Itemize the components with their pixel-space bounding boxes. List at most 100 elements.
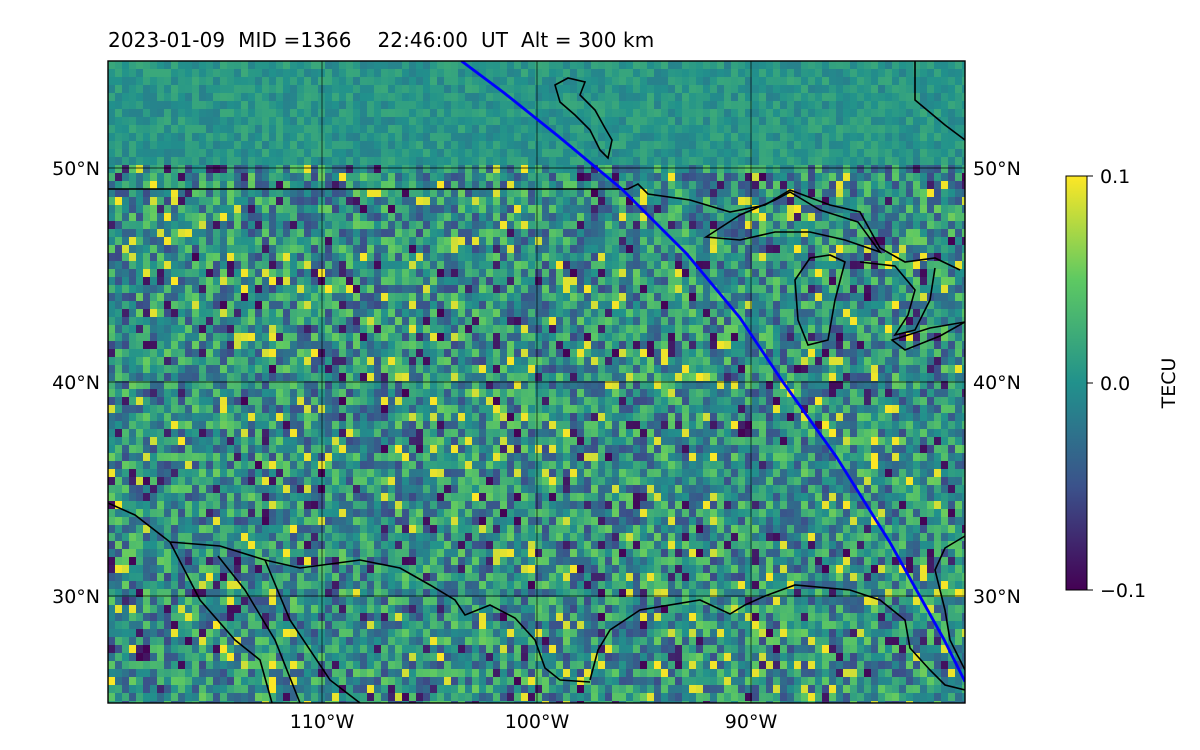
tec-cell: [535, 189, 543, 198]
tec-cell: [864, 149, 872, 158]
tec-cell: [234, 205, 242, 214]
tec-cell: [927, 325, 935, 334]
tec-cell: [941, 285, 949, 294]
tec-cell: [927, 213, 935, 222]
tec-cell: [269, 157, 277, 166]
tec-cell: [486, 141, 494, 150]
tec-cell: [248, 253, 256, 262]
tec-cell: [850, 325, 858, 334]
tec-cell: [213, 325, 221, 334]
tec-cell: [626, 61, 634, 70]
tec-cell: [507, 365, 515, 374]
tec-cell: [381, 205, 389, 214]
tec-cell: [619, 285, 627, 294]
tec-cell: [647, 61, 655, 70]
tec-cell: [388, 125, 396, 134]
tec-cell: [633, 309, 641, 318]
tec-cell: [150, 141, 158, 150]
tec-cell: [521, 141, 529, 150]
tec-cell: [248, 109, 256, 118]
tec-cell: [563, 237, 571, 246]
tec-cell: [402, 317, 410, 326]
tec-cell: [654, 229, 662, 238]
tec-cell: [745, 253, 753, 262]
tec-cell: [598, 285, 606, 294]
tec-cell: [220, 149, 228, 158]
tec-cell: [633, 141, 641, 150]
tec-cell: [290, 365, 298, 374]
tec-cell: [353, 253, 361, 262]
tec-cell: [297, 253, 305, 262]
tec-cell: [472, 117, 480, 126]
tec-cell: [346, 373, 354, 382]
tec-cell: [759, 149, 767, 158]
tec-cell: [360, 101, 368, 110]
tec-cell: [290, 149, 298, 158]
tec-cell: [108, 157, 116, 166]
tec-cell: [514, 165, 522, 174]
tec-cell: [584, 269, 592, 278]
tec-cell: [297, 261, 305, 270]
tec-cell: [269, 165, 277, 174]
tec-cell: [871, 173, 879, 182]
tec-cell: [773, 157, 781, 166]
tec-cell: [843, 109, 851, 118]
tec-cell: [724, 157, 732, 166]
tec-cell: [402, 93, 410, 102]
tec-cell: [374, 173, 382, 182]
tec-cell: [206, 333, 214, 342]
tec-cell: [500, 197, 508, 206]
tec-cell: [157, 157, 165, 166]
tec-cell: [220, 333, 228, 342]
tec-cell: [297, 141, 305, 150]
tec-cell: [605, 309, 613, 318]
tec-cell: [325, 77, 333, 86]
tec-cell: [794, 261, 802, 270]
tec-cell: [444, 237, 452, 246]
tec-cell: [171, 69, 179, 78]
tec-cell: [458, 229, 466, 238]
tec-cell: [556, 221, 564, 230]
tec-cell: [360, 381, 368, 390]
tec-cell: [416, 197, 424, 206]
tec-cell: [507, 349, 515, 358]
tec-cell: [262, 197, 270, 206]
tec-cell: [927, 373, 935, 382]
tec-cell: [157, 173, 165, 182]
tec-cell: [388, 293, 396, 302]
tec-cell: [325, 61, 333, 70]
tec-cell: [710, 61, 718, 70]
tec-cell: [668, 253, 676, 262]
tec-cell: [360, 285, 368, 294]
tec-cell: [395, 117, 403, 126]
tec-cell: [955, 349, 963, 358]
tec-cell: [598, 301, 606, 310]
tec-cell: [906, 93, 914, 102]
tec-cell: [556, 325, 564, 334]
tec-cell: [367, 141, 375, 150]
tec-cell: [710, 133, 718, 142]
tec-cell: [423, 213, 431, 222]
tec-cell: [535, 85, 543, 94]
tec-cell: [220, 165, 228, 174]
tec-cell: [178, 213, 186, 222]
tec-cell: [437, 205, 445, 214]
tec-cell: [409, 157, 417, 166]
tec-cell: [115, 357, 123, 366]
tec-cell: [822, 309, 830, 318]
tec-cell: [598, 181, 606, 190]
tec-cell: [458, 165, 466, 174]
tec-cell: [710, 173, 718, 182]
tec-cell: [402, 325, 410, 334]
tec-cell: [500, 69, 508, 78]
tec-cell: [444, 189, 452, 198]
tec-cell: [752, 333, 760, 342]
tec-cell: [367, 61, 375, 70]
tec-cell: [948, 189, 956, 198]
tec-cell: [164, 77, 172, 86]
tec-cell: [234, 189, 242, 198]
tec-cell: [682, 109, 690, 118]
tec-cell: [157, 117, 165, 126]
tec-cell: [185, 181, 193, 190]
tec-cell: [892, 197, 900, 206]
